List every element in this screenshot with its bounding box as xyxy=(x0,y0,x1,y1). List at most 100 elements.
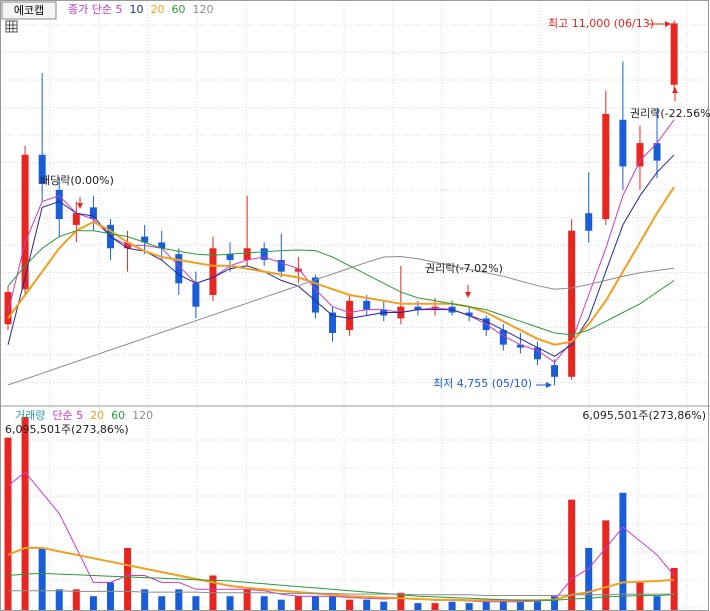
chart-title: 에코캡 xyxy=(14,4,44,17)
candle-body xyxy=(311,277,319,313)
volume-bar xyxy=(636,582,644,610)
volume-bar xyxy=(363,599,371,610)
candle-body xyxy=(636,143,644,167)
moving-average xyxy=(7,572,675,601)
volume-bar xyxy=(448,601,456,610)
volume-bar xyxy=(431,603,439,610)
volume-bar xyxy=(311,596,319,610)
moving-average xyxy=(8,590,675,596)
candle-body xyxy=(516,344,524,348)
rights-annotation: 권리락(-7.02%) xyxy=(425,262,503,275)
candle-body xyxy=(363,300,371,310)
volume-bar xyxy=(499,599,507,610)
volume-bar xyxy=(141,589,149,610)
candle-body xyxy=(602,113,610,220)
candle-body xyxy=(55,189,63,220)
title-box xyxy=(1,1,57,20)
candle-body xyxy=(141,236,149,243)
legend-entry: 종가 단순 5 xyxy=(68,3,122,16)
volume-bar xyxy=(38,547,46,610)
volume-bar xyxy=(158,596,166,610)
moving-average xyxy=(7,186,675,346)
candle-body xyxy=(499,330,507,345)
moving-average xyxy=(7,230,675,336)
candle-body xyxy=(294,268,302,272)
volume-bar xyxy=(72,589,80,610)
dividend-annotation: 배당락(0.00%) xyxy=(40,174,114,187)
legend-entry: 120 xyxy=(192,3,213,16)
volume-bar xyxy=(516,601,524,610)
volume-bar xyxy=(585,547,593,610)
volume-bar xyxy=(670,567,678,610)
candle-body xyxy=(38,154,46,185)
volume-bar xyxy=(414,603,422,610)
volume-bar xyxy=(602,520,610,610)
volume-label: 6,095,501주(273,86%) xyxy=(582,409,706,422)
volume-bar xyxy=(55,589,63,610)
volume-bar xyxy=(226,596,234,610)
rights-annotation: 권리락(-22.56%) xyxy=(630,107,710,120)
candle-body xyxy=(619,119,627,167)
candle-body xyxy=(89,207,97,220)
candle-body xyxy=(670,23,678,85)
volume-label: 6,095,501주(273,86%) xyxy=(5,423,129,436)
candle-body xyxy=(653,143,661,161)
candle-body xyxy=(209,248,217,296)
legend-entry: 20 xyxy=(150,3,164,16)
volume-bar xyxy=(533,599,541,610)
moving-average xyxy=(7,546,675,602)
volume-bar xyxy=(653,596,661,610)
volume-bar xyxy=(346,599,354,610)
volume-bar xyxy=(260,596,268,610)
volume-bar xyxy=(106,582,114,610)
candle-body xyxy=(21,154,29,290)
candle-body xyxy=(585,213,593,231)
candle-body xyxy=(175,254,183,284)
legend-entry: 거래량 xyxy=(15,409,45,422)
legend-entry: 단순 5 xyxy=(52,409,83,422)
candle-body xyxy=(158,242,166,249)
marks xyxy=(4,20,678,610)
candle-body xyxy=(243,248,251,260)
volume-bar xyxy=(329,596,337,610)
moving-average xyxy=(7,154,675,357)
candle-body xyxy=(346,300,354,331)
volume-bar xyxy=(294,596,302,610)
volume-bar xyxy=(465,603,473,610)
volume-bar xyxy=(175,589,183,610)
volume-bar xyxy=(397,592,405,610)
candle-body xyxy=(192,283,200,307)
candle-body xyxy=(4,292,12,325)
candle-body xyxy=(226,254,234,260)
candle-body xyxy=(414,306,422,310)
low-annotation: 최저 4,755 (05/10) xyxy=(433,377,532,390)
candle-body xyxy=(465,312,473,316)
volume-bar xyxy=(4,437,12,610)
volume-bar xyxy=(192,596,200,610)
volume-bar xyxy=(380,601,388,610)
grid-icon xyxy=(6,21,17,32)
moving-average xyxy=(7,255,675,386)
legend-entry: 120 xyxy=(132,409,153,422)
volume-bar xyxy=(277,599,285,610)
candle-body xyxy=(533,347,541,360)
volume-bar xyxy=(619,492,627,610)
volume-bar xyxy=(21,416,29,610)
legend-entry: 10 xyxy=(129,3,143,16)
candle-body xyxy=(72,213,80,225)
candle-body xyxy=(277,259,285,272)
candle-body xyxy=(329,312,337,333)
moving-average xyxy=(7,119,675,363)
candle-body xyxy=(551,365,559,377)
legend-entry: 20 xyxy=(90,409,104,422)
grid-icon xyxy=(5,20,18,33)
volume-bar xyxy=(568,499,576,610)
volume-bar xyxy=(551,596,559,610)
high-annotation: 최고 11,000 (06/13) xyxy=(548,17,654,30)
legend-entry: 60 xyxy=(111,409,125,422)
candle-body xyxy=(568,230,576,377)
legend-entry: 60 xyxy=(171,3,185,16)
moving-average xyxy=(7,471,675,603)
